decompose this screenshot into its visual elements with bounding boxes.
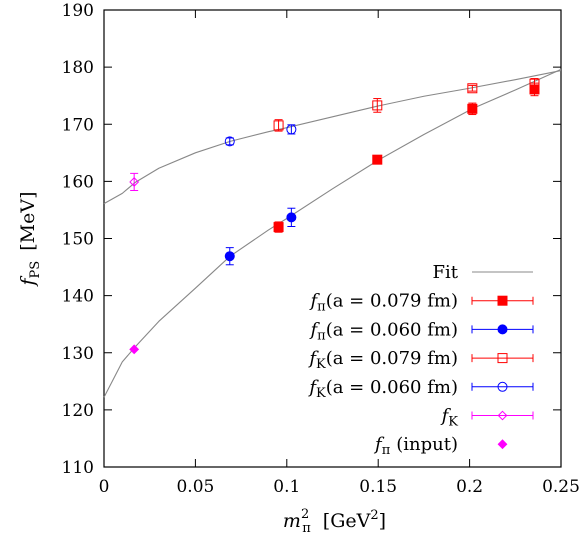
legend-label: fπ(a = 0.079 fm) (308, 291, 458, 315)
series-6 (129, 344, 140, 355)
series-2 (224, 207, 297, 266)
y-tick-label: 180 (62, 58, 94, 78)
x-tick-label: 0.15 (359, 477, 397, 497)
legend-entry-3: fK(a = 0.079 fm) (307, 348, 534, 372)
series-1 (273, 82, 540, 233)
legend-entry-5: fK (440, 406, 534, 430)
legend-marker (497, 353, 508, 364)
data-point (129, 344, 140, 355)
legend-label: fK (440, 406, 459, 430)
legend-label: Fit (433, 262, 459, 283)
y-tick-label: 120 (62, 401, 94, 421)
data-point (286, 212, 297, 223)
data-point (286, 124, 297, 135)
data-point (273, 120, 284, 131)
fit-curve-2 (103, 70, 562, 205)
y-axis-title: fPS [MeV] (17, 192, 43, 288)
legend-marker (497, 381, 508, 392)
y-tick-label: 170 (62, 115, 94, 135)
y-tick-label: 160 (62, 172, 94, 192)
legend-label: fπ(a = 0.060 fm) (308, 319, 458, 343)
y-tick-label: 150 (62, 230, 94, 250)
legend-label: fK(a = 0.060 fm) (307, 377, 458, 401)
legend-entry-1: fπ(a = 0.079 fm) (308, 291, 534, 315)
x-tick-label: 0.25 (542, 477, 580, 497)
legend-entry-6: fπ (input) (373, 434, 508, 458)
data-point (224, 251, 235, 262)
legend-marker (497, 295, 508, 306)
x-tick-label: 0 (99, 477, 110, 497)
y-tick-label: 190 (62, 1, 94, 21)
y-tick-label: 130 (62, 344, 94, 364)
y-tick-label: 140 (62, 287, 94, 307)
legend-marker (497, 410, 508, 421)
data-point (273, 222, 284, 233)
plot-frame (103, 9, 562, 468)
y-tick-label: 110 (62, 458, 94, 478)
legend-label: fπ (input) (373, 434, 458, 458)
legend-marker (497, 324, 508, 335)
data-point (467, 83, 478, 94)
data-point (372, 100, 383, 111)
x-axis-title: m2 π [GeV2] (283, 507, 386, 534)
x-tick-label: 0.1 (273, 477, 300, 497)
series-5 (129, 172, 140, 192)
data-point (129, 177, 140, 187)
legend-marker (497, 439, 508, 450)
legend-entry-fit: Fit (433, 262, 533, 283)
legend-entry-2: fπ(a = 0.060 fm) (308, 319, 534, 343)
legend-entry-4: fK(a = 0.060 fm) (307, 377, 534, 401)
x-tick-label: 0.05 (176, 477, 214, 497)
data-point (529, 78, 540, 89)
data-point (467, 103, 478, 114)
series-3 (273, 78, 540, 132)
data-point (224, 136, 235, 147)
data-point (372, 154, 383, 165)
series-4 (224, 124, 297, 147)
x-tick-label: 0.2 (456, 477, 483, 497)
legend-label: fK(a = 0.079 fm) (307, 348, 458, 372)
